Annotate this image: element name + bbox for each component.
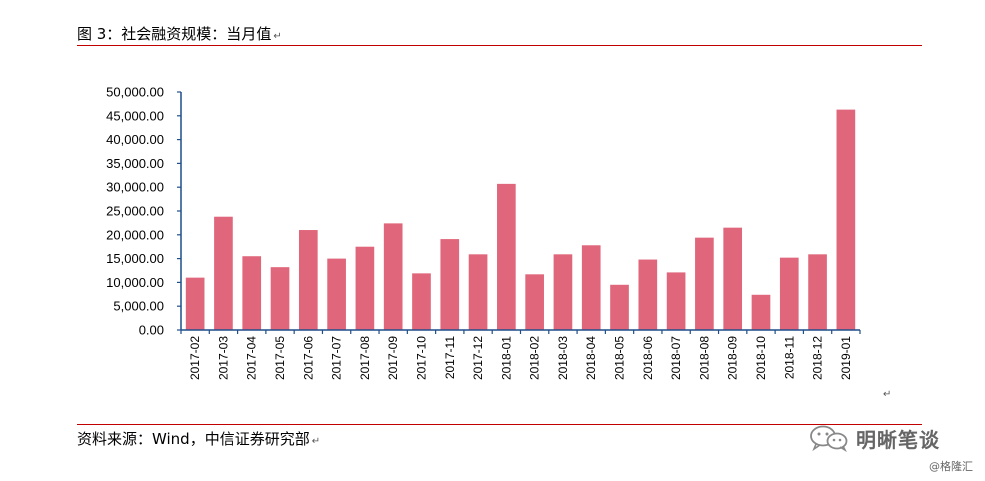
figure-title: 图 3：社会融资规模：当月值 ↵ — [77, 25, 282, 43]
x-tick-label: 2019-01 — [839, 336, 853, 380]
bar — [553, 254, 573, 330]
bar — [751, 294, 771, 330]
y-tick-label: 0.00 — [139, 323, 164, 338]
x-tick-label: 2017-05 — [273, 336, 287, 380]
bar — [610, 284, 629, 330]
bar — [723, 227, 743, 330]
bar — [298, 230, 318, 330]
return-mark: ↵ — [883, 389, 892, 400]
x-tick-label: 2018-10 — [754, 336, 768, 380]
y-tick-label: 20,000.00 — [106, 227, 164, 242]
x-tick-label: 2018-06 — [641, 336, 655, 380]
return-mark: ↵ — [311, 436, 321, 447]
x-tick-label: 2018-11 — [782, 336, 796, 379]
bar — [638, 259, 658, 330]
wechat-watermark: 明晰笔谈 — [808, 424, 940, 452]
bar — [468, 254, 488, 330]
bar — [695, 237, 714, 330]
bar — [185, 277, 205, 330]
x-tick-label: 2017-11 — [443, 336, 457, 379]
y-tick-label: 15,000.00 — [106, 251, 164, 266]
wechat-account-name: 明晰笔谈 — [856, 427, 940, 452]
y-tick-label: 45,000.00 — [106, 108, 164, 123]
x-tick-label: 2018-07 — [669, 336, 683, 380]
x-tick-label: 2017-08 — [358, 336, 372, 380]
y-tick-label: 50,000.00 — [106, 85, 164, 100]
wechat-icon — [810, 425, 848, 452]
y-tick-label: 25,000.00 — [106, 204, 164, 219]
y-tick-label: 5,000.00 — [113, 299, 164, 314]
y-tick-label: 40,000.00 — [106, 132, 164, 147]
y-tick-label: 10,000.00 — [106, 275, 164, 290]
bar — [836, 109, 856, 330]
x-tick-label: 2018-12 — [811, 336, 825, 380]
bar — [412, 273, 431, 330]
x-tick-label: 2018-09 — [726, 336, 740, 380]
credit-watermark: @格隆汇 — [929, 460, 973, 473]
bar — [383, 223, 403, 330]
bar — [327, 258, 346, 330]
x-tick-label: 2018-02 — [528, 336, 542, 380]
x-tick-label: 2017-12 — [471, 336, 485, 380]
x-tick-label: 2017-09 — [386, 336, 400, 380]
bar — [581, 245, 601, 330]
x-tick-label: 2018-03 — [556, 336, 570, 380]
x-tick-label: 2017-07 — [330, 336, 344, 380]
bar — [497, 183, 516, 330]
y-tick-label: 30,000.00 — [106, 180, 164, 195]
bar — [440, 239, 460, 330]
x-tick-label: 2018-01 — [499, 336, 513, 380]
bar — [270, 267, 290, 330]
bar — [214, 216, 233, 330]
x-tick-label: 2017-02 — [188, 336, 202, 380]
bar — [242, 256, 262, 330]
bar — [808, 254, 827, 330]
x-tick-label: 2017-04 — [245, 336, 259, 380]
bar — [525, 274, 544, 330]
x-tick-label: 2018-05 — [613, 336, 627, 380]
x-tick-label: 2017-03 — [216, 336, 230, 380]
x-tick-label: 2018-08 — [697, 336, 711, 380]
source-note: 资料来源：Wind，中信证券研究部 ↵ — [77, 430, 321, 448]
bar — [355, 246, 375, 330]
bar — [779, 257, 799, 330]
figure-header: 图 3：社会融资规模：当月值 ↵ — [77, 24, 922, 46]
x-tick-label: 2017-10 — [414, 336, 428, 380]
x-tick-label: 2018-04 — [584, 336, 598, 380]
figure-footer: 资料来源：Wind，中信证券研究部 ↵ — [77, 424, 922, 448]
y-tick-label: 35,000.00 — [106, 156, 164, 171]
x-tick-label: 2017-06 — [301, 336, 315, 380]
bar — [666, 272, 686, 330]
return-mark: ↵ — [273, 31, 282, 42]
